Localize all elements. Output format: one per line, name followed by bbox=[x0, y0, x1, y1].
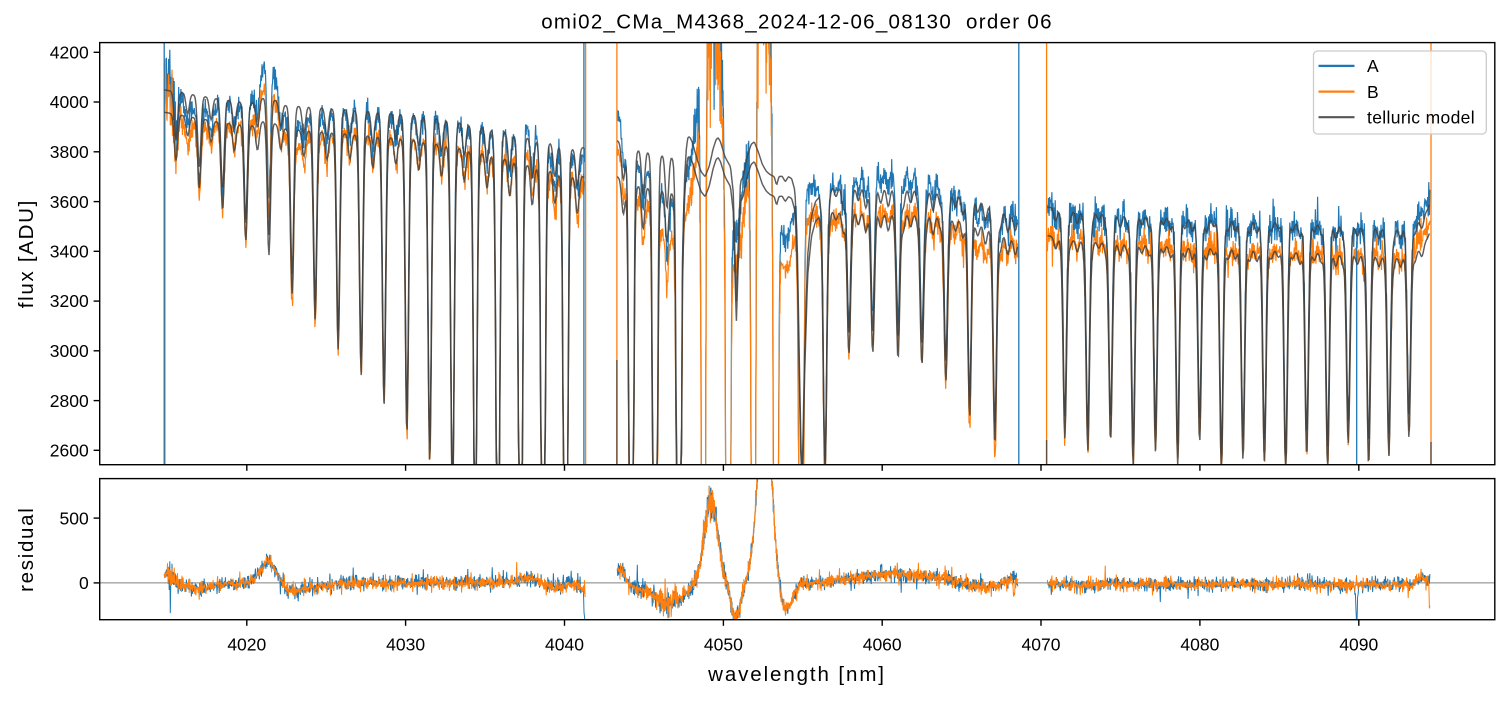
svg-text:wavelength [nm]: wavelength [nm] bbox=[707, 663, 886, 686]
svg-text:4070: 4070 bbox=[1022, 635, 1061, 655]
svg-text:4030: 4030 bbox=[386, 635, 425, 655]
svg-text:3400: 3400 bbox=[50, 242, 89, 262]
svg-text:4200: 4200 bbox=[50, 43, 89, 63]
svg-text:residual: residual bbox=[15, 507, 38, 592]
svg-text:2800: 2800 bbox=[50, 391, 89, 411]
svg-text:3200: 3200 bbox=[50, 291, 89, 311]
svg-text:3000: 3000 bbox=[50, 341, 89, 361]
svg-text:4020: 4020 bbox=[227, 635, 266, 655]
svg-text:omi02_CMa_M4368_2024-12-06_081: omi02_CMa_M4368_2024-12-06_08130 order 0… bbox=[541, 11, 1053, 34]
svg-text:4060: 4060 bbox=[863, 635, 902, 655]
svg-text:4000: 4000 bbox=[50, 92, 89, 112]
svg-text:4080: 4080 bbox=[1180, 635, 1219, 655]
svg-text:flux [ADU]: flux [ADU] bbox=[15, 199, 38, 308]
svg-text:4050: 4050 bbox=[704, 635, 743, 655]
svg-text:0: 0 bbox=[79, 573, 89, 593]
svg-text:4090: 4090 bbox=[1339, 635, 1378, 655]
svg-text:3800: 3800 bbox=[50, 142, 89, 162]
svg-text:telluric model: telluric model bbox=[1367, 108, 1475, 128]
svg-text:500: 500 bbox=[59, 508, 88, 528]
svg-text:B: B bbox=[1367, 82, 1379, 102]
svg-text:3600: 3600 bbox=[50, 192, 89, 212]
svg-text:2600: 2600 bbox=[50, 441, 89, 461]
svg-text:4040: 4040 bbox=[545, 635, 584, 655]
svg-text:A: A bbox=[1367, 56, 1379, 76]
